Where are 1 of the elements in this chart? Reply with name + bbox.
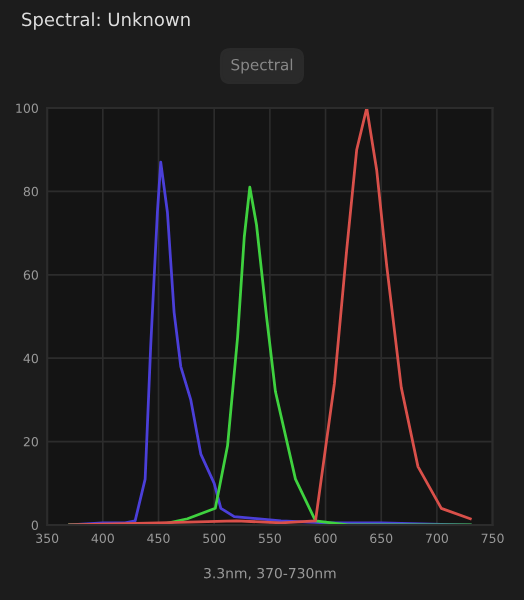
chart-title: Spectral: Unknown bbox=[22, 12, 190, 30]
